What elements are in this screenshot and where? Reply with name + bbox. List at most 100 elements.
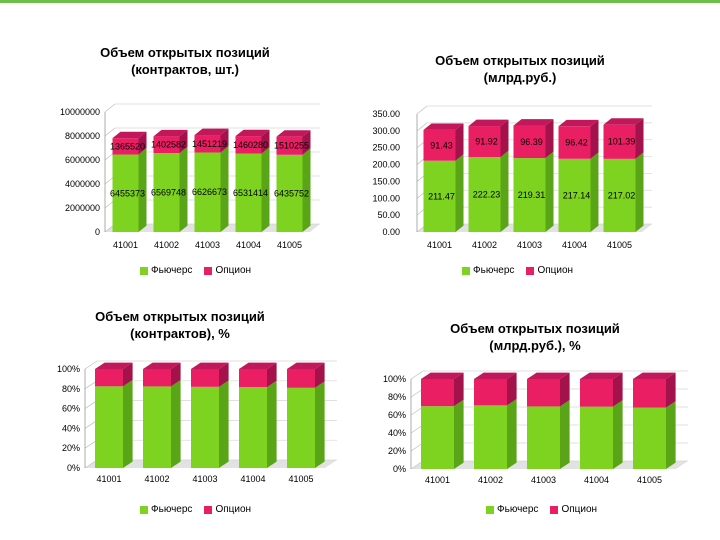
bar-segment-options <box>235 129 270 154</box>
bar-side <box>635 152 644 232</box>
legend-label-futures: Фьючерс <box>473 265 515 276</box>
bar-segment-futures <box>235 147 270 232</box>
bar-side <box>507 398 517 469</box>
bar-side <box>455 154 464 232</box>
x-tick-label: 41001 <box>425 475 450 485</box>
chart-title: Объем открытых позиций (контрактов, шт.) <box>100 45 270 77</box>
bar-top <box>194 128 229 136</box>
y-tick-label: 250.00 <box>372 143 400 153</box>
bar-front <box>191 369 219 387</box>
bar-side <box>613 372 623 407</box>
bar-top <box>603 118 644 125</box>
bar-side <box>507 372 517 406</box>
bar-side <box>560 372 570 407</box>
bar-front <box>513 158 546 232</box>
bar-side <box>219 362 229 387</box>
bar-side <box>138 131 147 155</box>
bar-front <box>580 406 613 469</box>
bar-front <box>527 379 560 407</box>
legend-label-options: Опцион <box>215 265 252 276</box>
chart-title: Объем открытых позиций (млрд.руб.), % <box>450 321 620 353</box>
legend-item-options: Опцион <box>526 265 573 276</box>
bar-segment-options <box>580 372 623 407</box>
bar-segment-futures <box>580 400 623 469</box>
chart-title: Объем открытых позиций (млрд.руб.) <box>435 53 605 85</box>
y-tick-label: 300.00 <box>372 126 400 136</box>
bar-front <box>112 138 139 155</box>
legend-swatch-futures <box>140 505 148 514</box>
bar-top <box>112 131 147 139</box>
chart-title: Объем открытых позиций (контрактов), % <box>95 309 265 341</box>
bar-segment-futures <box>191 380 229 468</box>
x-tick-label: 41005 <box>277 240 302 250</box>
bar-side <box>666 372 676 408</box>
legend-item-options: Опцион <box>204 265 251 276</box>
y-tick-label: 100% <box>383 374 406 384</box>
bar-side <box>220 128 229 153</box>
chart-contracts-percent: Объем открытых позиций (контрактов), % 0… <box>0 280 360 540</box>
bar-top <box>527 372 570 379</box>
chart-plot: 0% 20% 40% 60% 80% 100% 41001 41002 41003 41004 41… <box>57 360 337 484</box>
data-label: 219.31 <box>518 190 546 200</box>
x-tick-label: 41001 <box>427 240 452 250</box>
bar-segment-options <box>112 131 147 155</box>
bar-segment-options <box>633 372 676 408</box>
bar-top <box>276 130 311 137</box>
y-tick-label: 50.00 <box>377 210 400 220</box>
legend-swatch-options <box>204 505 213 514</box>
y-tick-label: 100% <box>57 364 80 374</box>
x-tick-label: 41004 <box>240 474 265 484</box>
bar-segment-options <box>153 129 188 154</box>
bar-segment-options <box>276 130 311 155</box>
y-tick-label: 8000000 <box>65 131 100 141</box>
bar-side <box>315 362 325 388</box>
bar-segment-futures <box>276 148 311 232</box>
bar-front <box>421 406 454 469</box>
y-tick-label: 80% <box>62 384 80 394</box>
bar-top <box>421 372 464 379</box>
bar-segment-options <box>95 362 133 387</box>
legend-swatch-options <box>204 266 213 275</box>
bar-front <box>558 158 591 232</box>
x-tick-label: 41002 <box>144 474 169 484</box>
legend-swatch-futures <box>462 266 470 275</box>
legend-swatch-options <box>526 266 535 275</box>
y-tick-label: 20% <box>388 446 406 456</box>
bar-segment-futures <box>421 399 464 469</box>
bar-side <box>500 150 509 232</box>
bar-front <box>239 387 267 468</box>
bar-top <box>287 362 325 369</box>
bar-segment-futures <box>112 148 147 232</box>
legend-label-futures: Фьючерс <box>151 504 193 515</box>
bar-front <box>474 405 507 469</box>
bar-side <box>454 399 464 469</box>
bar-front <box>558 126 591 159</box>
bar-segment-futures <box>468 150 509 232</box>
bar-side <box>261 129 270 154</box>
bar-segment-options <box>143 362 181 387</box>
bar-segment-options <box>423 123 464 161</box>
legend-item-futures: Фьючерс <box>462 265 514 276</box>
x-tick-label: 41001 <box>96 474 121 484</box>
bar-side <box>123 362 133 387</box>
y-tick-label: 0% <box>393 464 406 474</box>
chart-plot: 0 2000000 4000000 6000000 8000000 10000000 645… <box>60 103 320 250</box>
bar-front <box>143 369 171 387</box>
bar-top <box>468 119 509 127</box>
bar-front <box>95 369 123 387</box>
y-tick-label: 0.00 <box>382 227 400 237</box>
y-tick-label: 60% <box>388 410 406 420</box>
bar-side <box>454 372 464 407</box>
data-label: 101.39 <box>608 137 636 147</box>
data-label: 211.47 <box>428 191 455 201</box>
x-tick-label: 41002 <box>472 240 497 250</box>
gridline-depth <box>84 360 98 370</box>
data-label: 6531414 <box>233 188 268 198</box>
bar-side <box>138 148 147 232</box>
bar-segment-options <box>194 128 229 153</box>
legend-label-futures: Фьючерс <box>151 265 193 276</box>
bar-side <box>590 119 599 159</box>
bar-top <box>153 129 188 137</box>
bar-side <box>267 380 277 468</box>
gridline-depth <box>416 105 428 115</box>
